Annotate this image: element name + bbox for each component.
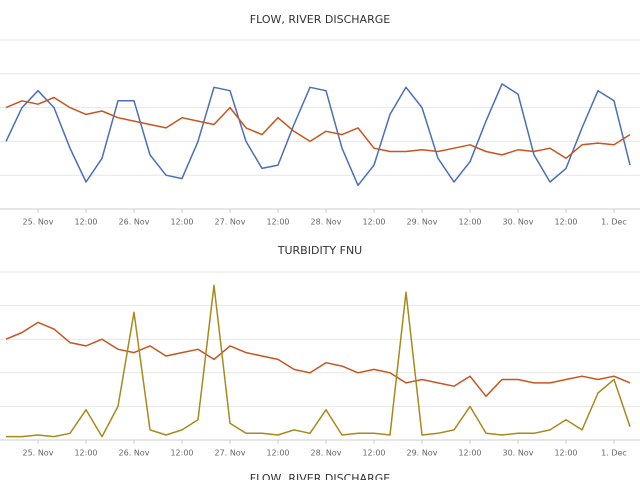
x-tick-label: 12:00 (554, 449, 577, 458)
x-tick-label: 30. Nov (503, 449, 534, 458)
x-tick-label: 12:00 (266, 218, 289, 227)
series-line (5, 96, 631, 160)
x-tick-label: 12:00 (362, 449, 385, 458)
chart-title: FLOW, RIVER DISCHARGE (250, 13, 390, 26)
x-tick-label: 28. Nov (311, 218, 342, 227)
x-tick-label: 29. Nov (407, 218, 438, 227)
x-tick-label: 12:00 (266, 449, 289, 458)
series-line (6, 284, 631, 438)
x-tick-label: 26. Nov (119, 449, 150, 458)
x-tick-label: 12:00 (170, 218, 193, 227)
x-tick-label: 12:00 (554, 218, 577, 227)
chart-title: FLOW, RIVER DISCHARGE (250, 472, 390, 480)
series-line (5, 83, 631, 187)
x-tick-label: 12:00 (458, 218, 481, 227)
x-tick-label: 12:00 (362, 218, 385, 227)
x-tick-label: 12:00 (74, 449, 97, 458)
x-tick-label: 25. Nov (23, 449, 54, 458)
x-tick-label: 27. Nov (215, 218, 246, 227)
x-tick-label: 25. Nov (23, 218, 54, 227)
x-tick-label: 12:00 (74, 218, 97, 227)
series-line (5, 321, 631, 398)
x-tick-label: 30. Nov (503, 218, 534, 227)
x-tick-label: 12:00 (458, 449, 481, 458)
x-tick-label: 1. Dec (601, 218, 627, 227)
x-tick-label: 27. Nov (215, 449, 246, 458)
x-tick-label: 28. Nov (311, 449, 342, 458)
x-tick-label: 29. Nov (407, 449, 438, 458)
x-tick-label: 12:00 (170, 449, 193, 458)
x-tick-label: 26. Nov (119, 218, 150, 227)
x-tick-label: 1. Dec (601, 449, 627, 458)
chart-title: TURBIDITY FNU (277, 244, 362, 257)
